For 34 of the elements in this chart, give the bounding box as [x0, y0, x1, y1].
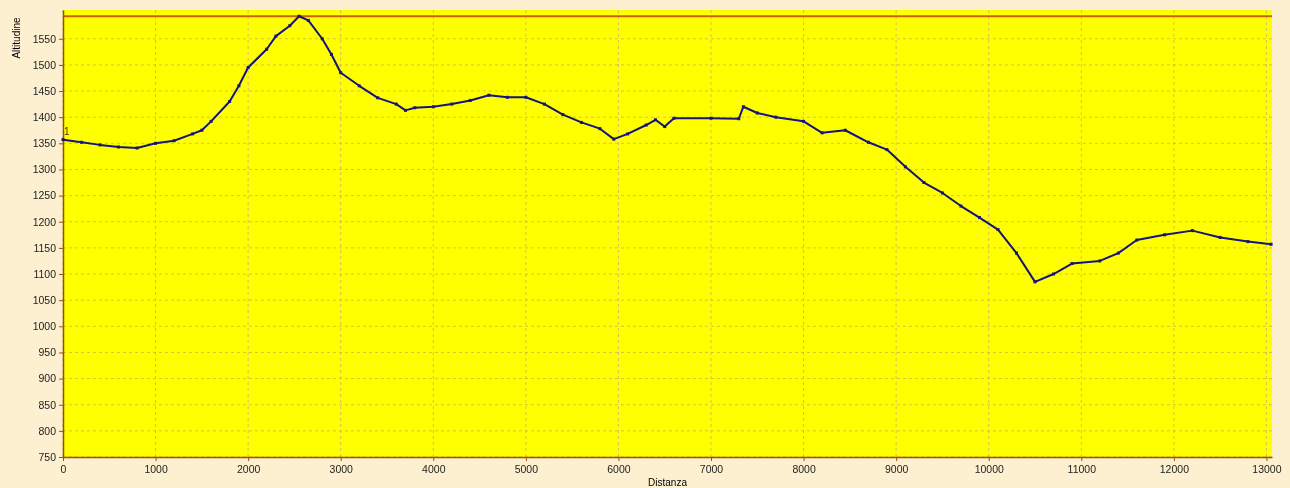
y-tick-label: 1400	[32, 111, 57, 124]
x-tick-label: 8000	[792, 463, 816, 476]
x-tick-label: 6000	[607, 463, 631, 476]
x-tick-label: 2000	[236, 463, 261, 476]
x-tick-label: 10000	[974, 463, 1004, 476]
x-axis-title: Distanza	[648, 477, 688, 488]
y-axis-title: Altitudine	[11, 16, 22, 59]
y-tick-label: 1450	[32, 84, 57, 97]
y-tick-label: 900	[38, 372, 57, 385]
y-tick-label: 950	[38, 346, 57, 359]
x-tick-label: 3000	[329, 463, 354, 476]
y-tick-label: 750	[38, 450, 57, 463]
y-tick-label: 1500	[32, 58, 57, 71]
x-tick-label: 13000	[1252, 463, 1282, 476]
y-tick-label: 850	[38, 398, 57, 411]
y-tick-label: 1200	[32, 215, 57, 228]
y-tick-label: 1150	[33, 241, 57, 254]
x-tick-label: 1000	[144, 463, 168, 476]
y-tick-label: 1300	[32, 163, 57, 176]
x-tick-label: 11000	[1067, 463, 1097, 476]
y-tick-label: 1050	[32, 294, 57, 307]
x-tick-label: 5000	[514, 463, 539, 476]
x-tick-label: 12000	[1159, 463, 1190, 476]
y-tick-label: 1100	[33, 267, 57, 280]
y-tick-label: 1550	[32, 32, 57, 45]
x-tick-label: 4000	[422, 463, 446, 476]
y-tick-label: 1250	[32, 189, 57, 202]
annotation: 1	[64, 125, 70, 137]
y-tick-label: 1000	[32, 320, 57, 333]
x-tick-label: 7000	[699, 463, 724, 476]
y-tick-label: 1350	[32, 137, 57, 150]
x-tick-label: 9000	[884, 463, 909, 476]
x-tick-label: 0	[60, 463, 67, 476]
y-tick-label: 800	[38, 424, 57, 437]
